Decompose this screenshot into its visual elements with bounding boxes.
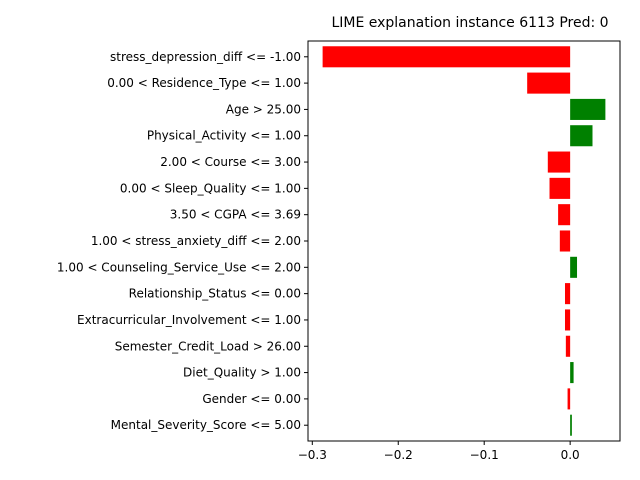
bar: [558, 204, 571, 226]
bar: [564, 283, 571, 305]
x-ticks: −0.3 −0.2 −0.1 0.0: [298, 441, 580, 462]
bars-group: [322, 46, 606, 436]
bar: [527, 72, 571, 94]
y-tick-label: Semester_Credit_Load > 26.00: [115, 339, 301, 353]
bar: [570, 362, 574, 384]
plot-frame: [307, 40, 621, 442]
bar: [570, 256, 578, 278]
y-tick-label: Gender <= 0.00: [202, 392, 301, 406]
x-tick-label: −0.3: [298, 448, 327, 462]
y-tick-label: stress_depression_diff <= -1.00: [110, 50, 301, 64]
bar: [549, 177, 571, 199]
bar: [564, 309, 571, 331]
y-tick-label: Relationship_Status <= 0.00: [129, 287, 301, 301]
y-tick-label: 1.00 < Counseling_Service_Use <= 2.00: [57, 260, 301, 274]
y-tick-label: Mental_Severity_Score <= 5.00: [111, 418, 301, 432]
y-tick-label: 2.00 < Course <= 3.00: [160, 155, 301, 169]
y-tick-label: 1.00 < stress_anxiety_diff <= 2.00: [91, 234, 301, 248]
bar: [570, 414, 572, 436]
y-tick-label: Physical_Activity <= 1.00: [147, 129, 301, 143]
bar: [559, 230, 571, 252]
x-tick-label: −0.1: [470, 448, 499, 462]
y-tick-label: 3.50 < CGPA <= 3.69: [170, 208, 301, 222]
bar: [322, 46, 571, 68]
y-tick-label: 0.00 < Residence_Type <= 1.00: [107, 76, 301, 90]
y-tick-label: Extracurricular_Involvement <= 1.00: [77, 313, 301, 327]
bar: [565, 335, 571, 357]
y-tick-label: Age > 25.00: [226, 102, 301, 116]
bar: [547, 151, 571, 173]
y-tick-label: 0.00 < Sleep_Quality <= 1.00: [120, 181, 301, 195]
x-tick-label: −0.2: [384, 448, 413, 462]
bar: [567, 388, 571, 410]
y-tick-label: Diet_Quality > 1.00: [183, 366, 301, 380]
bar: [570, 125, 593, 147]
bar: [570, 98, 606, 120]
chart-title: LIME explanation instance 6113 Pred: 0: [331, 15, 608, 31]
y-tick-labels: stress_depression_diff <= -1.00 0.00 < Re…: [57, 50, 308, 432]
x-tick-label: 0.0: [561, 448, 580, 462]
